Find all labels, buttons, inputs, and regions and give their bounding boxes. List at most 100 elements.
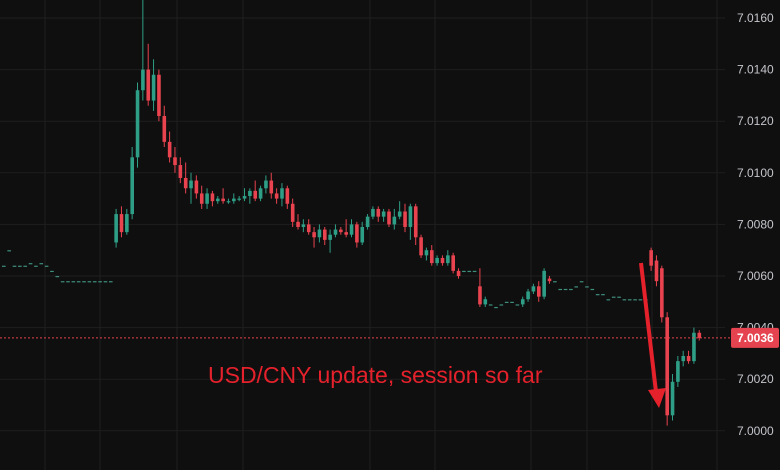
- candle-body: [355, 224, 359, 243]
- candle: [328, 229, 332, 253]
- candle-body: [638, 299, 643, 301]
- candle: [98, 281, 102, 283]
- candle-body: [371, 208, 375, 217]
- candle: [221, 188, 225, 204]
- candle-body: [146, 69, 151, 101]
- candle-body: [499, 304, 504, 306]
- candle: [360, 221, 365, 246]
- candle-body: [125, 214, 129, 233]
- candle-body: [333, 229, 338, 235]
- candle: [558, 288, 562, 291]
- candle-body: [135, 90, 140, 158]
- arrow-shaft: [639, 262, 658, 393]
- candle: [344, 219, 348, 238]
- last-price-label: 7.0036: [737, 331, 774, 345]
- candle-body: [408, 206, 413, 227]
- candle-body: [547, 278, 552, 282]
- candle-body: [258, 188, 263, 199]
- annotation-arrow: [639, 262, 666, 408]
- candle-body: [205, 193, 209, 204]
- y-axis[interactable]: 7.0160 7.0140 7.0120 7.0100 7.0080 7.0060 7.00…: [737, 11, 774, 438]
- candle-body: [365, 216, 370, 227]
- candle-body: [595, 294, 600, 296]
- candle-body: [440, 257, 445, 264]
- candle: [125, 208, 129, 235]
- candle-body: [339, 229, 343, 233]
- candle: [23, 265, 27, 267]
- candle: [199, 185, 204, 209]
- candle: [419, 234, 423, 258]
- candle: [456, 268, 461, 279]
- candle: [537, 281, 541, 302]
- candle-body: [467, 270, 472, 273]
- candle: [317, 224, 322, 243]
- candle-body: [504, 301, 509, 303]
- candle: [253, 180, 258, 202]
- candle-body: [488, 304, 493, 306]
- candle-body: [676, 361, 680, 382]
- candle-body: [274, 193, 279, 199]
- candle-body: [606, 299, 611, 301]
- candle-body: [462, 270, 466, 273]
- candle-body: [542, 270, 546, 297]
- candle: [135, 82, 140, 168]
- candle: [173, 147, 177, 173]
- candle: [349, 219, 354, 238]
- candle-body: [424, 250, 429, 256]
- candle: [531, 283, 536, 295]
- y-tick-label: 7.0120: [737, 114, 774, 128]
- grid: [0, 0, 725, 470]
- candle-body: [483, 299, 488, 305]
- candle: [435, 255, 439, 266]
- candle-body: [39, 263, 44, 265]
- candle-body: [98, 281, 102, 283]
- candle: [141, 0, 145, 101]
- candle: [232, 193, 236, 204]
- candle-body: [387, 211, 391, 225]
- candle-body: [189, 180, 193, 189]
- candle: [7, 250, 11, 252]
- candle: [216, 196, 220, 204]
- candle: [76, 281, 81, 283]
- candle: [66, 281, 70, 283]
- candle: [92, 281, 97, 283]
- candle: [681, 350, 686, 367]
- candle: [146, 43, 151, 106]
- candle-body: [194, 180, 199, 194]
- candle-body: [290, 203, 295, 222]
- candle: [381, 208, 386, 222]
- candle-body: [553, 281, 557, 283]
- candle-body: [173, 157, 177, 166]
- candle-body: [654, 260, 659, 282]
- candles: [2, 0, 702, 426]
- candle: [520, 296, 525, 307]
- candle: [194, 175, 199, 199]
- candle: [269, 172, 274, 199]
- candle-body: [430, 250, 434, 264]
- candle: [280, 183, 284, 207]
- candle-body: [403, 211, 407, 227]
- candle: [622, 299, 627, 301]
- candle: [515, 304, 520, 306]
- candle-body: [162, 116, 167, 142]
- candle: [248, 188, 252, 204]
- candle: [12, 265, 17, 267]
- candle-body: [114, 214, 118, 243]
- candle: [151, 59, 156, 111]
- candle-body: [360, 226, 365, 243]
- candle: [654, 255, 659, 287]
- candle-body: [397, 211, 402, 217]
- candle: [162, 105, 167, 147]
- candle-body: [301, 224, 306, 227]
- candle-body: [92, 281, 97, 283]
- candle: [333, 224, 338, 238]
- candle: [242, 188, 247, 202]
- candle-body: [232, 198, 236, 202]
- candle: [365, 214, 370, 230]
- candle: [617, 296, 621, 298]
- candle-body: [649, 250, 653, 266]
- candle: [183, 162, 188, 194]
- candle: [611, 296, 616, 298]
